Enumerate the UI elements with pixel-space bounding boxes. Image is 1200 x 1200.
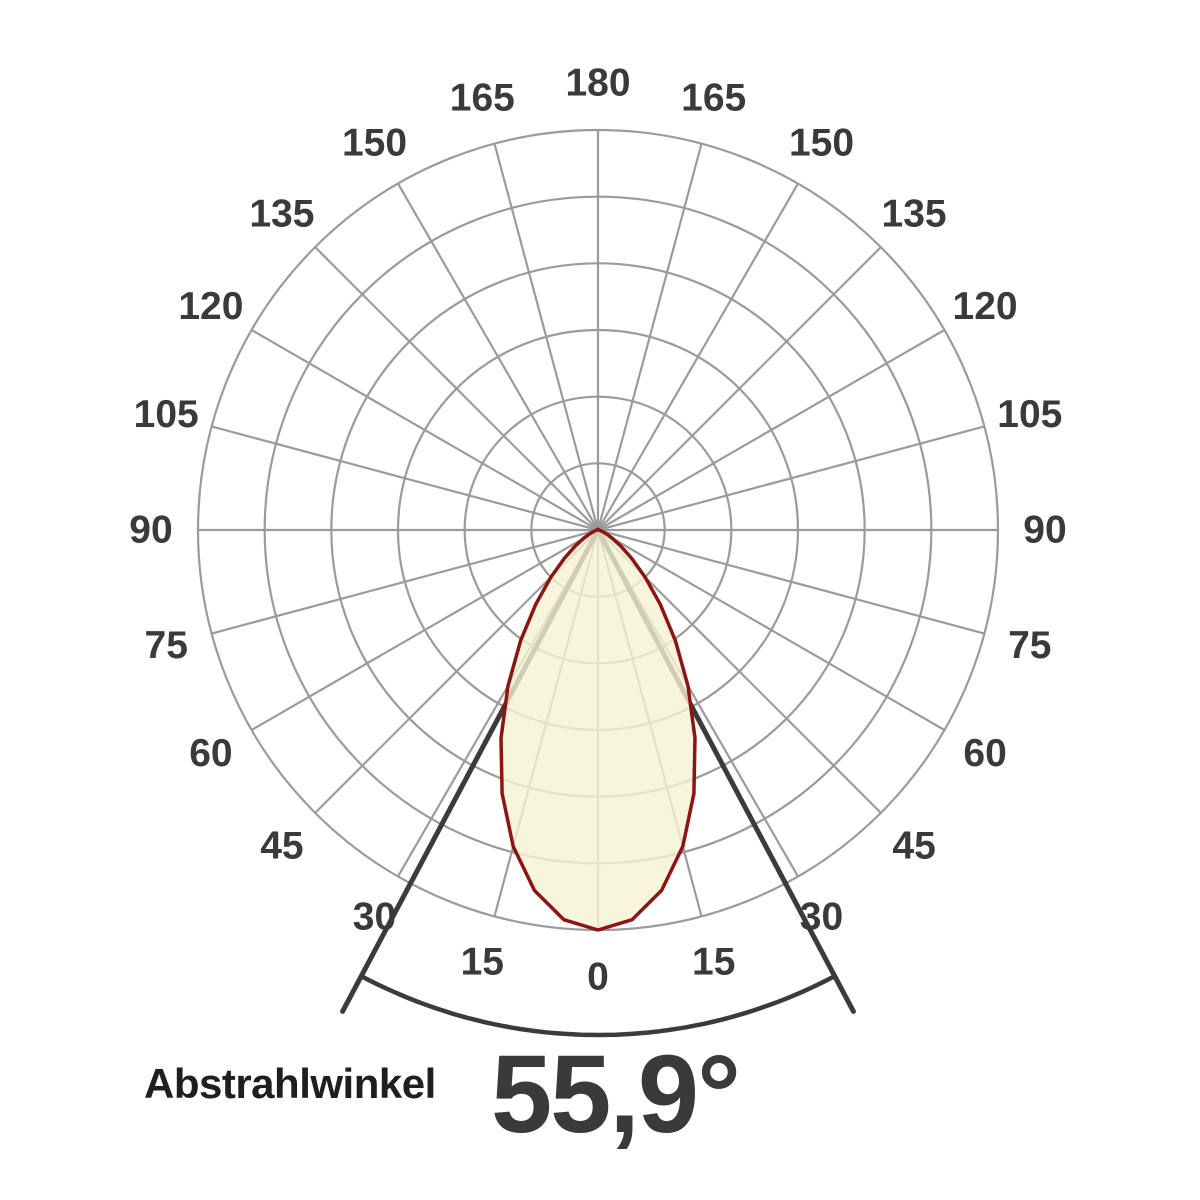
angle-tick-label: 105 (997, 393, 1062, 436)
angle-tick-label: 105 (134, 393, 199, 436)
angle-tick-label: 165 (450, 77, 515, 120)
polar-grid-spoke (596, 143, 703, 531)
angle-tick-label: 15 (692, 940, 735, 983)
angle-tick-label: 90 (129, 509, 172, 552)
polar-grid-spoke (251, 529, 599, 731)
polar-grid-spoke (251, 329, 599, 531)
angle-tick-label: 165 (681, 77, 746, 120)
polar-grid-spoke (597, 329, 945, 531)
angle-tick-label: 150 (342, 121, 407, 164)
polar-grid-spoke (597, 425, 985, 532)
angle-tick-label: 135 (882, 192, 947, 235)
polar-grid-spoke (597, 529, 945, 731)
beam-lobe (501, 530, 695, 930)
polar-grid-spoke (597, 183, 799, 531)
angle-tick-label: 60 (963, 732, 1006, 775)
angle-tick-label: 60 (189, 732, 232, 775)
polar-grid-spoke (493, 143, 600, 531)
angle-tick-label: 180 (565, 62, 630, 105)
angle-tick-label: 135 (249, 192, 314, 235)
beam-angle-value: 55,9° (490, 1033, 741, 1156)
angle-tick-label: 75 (1008, 624, 1051, 667)
beam-angle-caption-label: Abstrahlwinkel (144, 1060, 436, 1107)
beam-lobe-outline (499, 528, 697, 932)
angle-tick-label: 30 (800, 896, 843, 939)
polar-grid-spoke (597, 528, 985, 635)
polar-grid-spoke (597, 246, 882, 531)
angle-tick-label: 120 (953, 285, 1018, 328)
angle-tick-label: 90 (1023, 509, 1066, 552)
angle-tick-label: 30 (353, 896, 396, 939)
angle-tick-label: 15 (461, 940, 504, 983)
beam-angle-arc (359, 973, 837, 1038)
angle-tick-label: 45 (892, 825, 935, 868)
polar-grid-spoke (211, 528, 599, 635)
angle-tick-label: 0 (587, 956, 609, 999)
angle-tick-label: 75 (145, 624, 188, 667)
angle-tick-label: 150 (789, 121, 854, 164)
polar-grid-spoke (314, 246, 599, 531)
polar-grid-spoke (397, 183, 599, 531)
angle-tick-label: 120 (178, 285, 243, 328)
polar-grid-spoke (211, 425, 599, 532)
angle-tick-label: 45 (260, 825, 303, 868)
